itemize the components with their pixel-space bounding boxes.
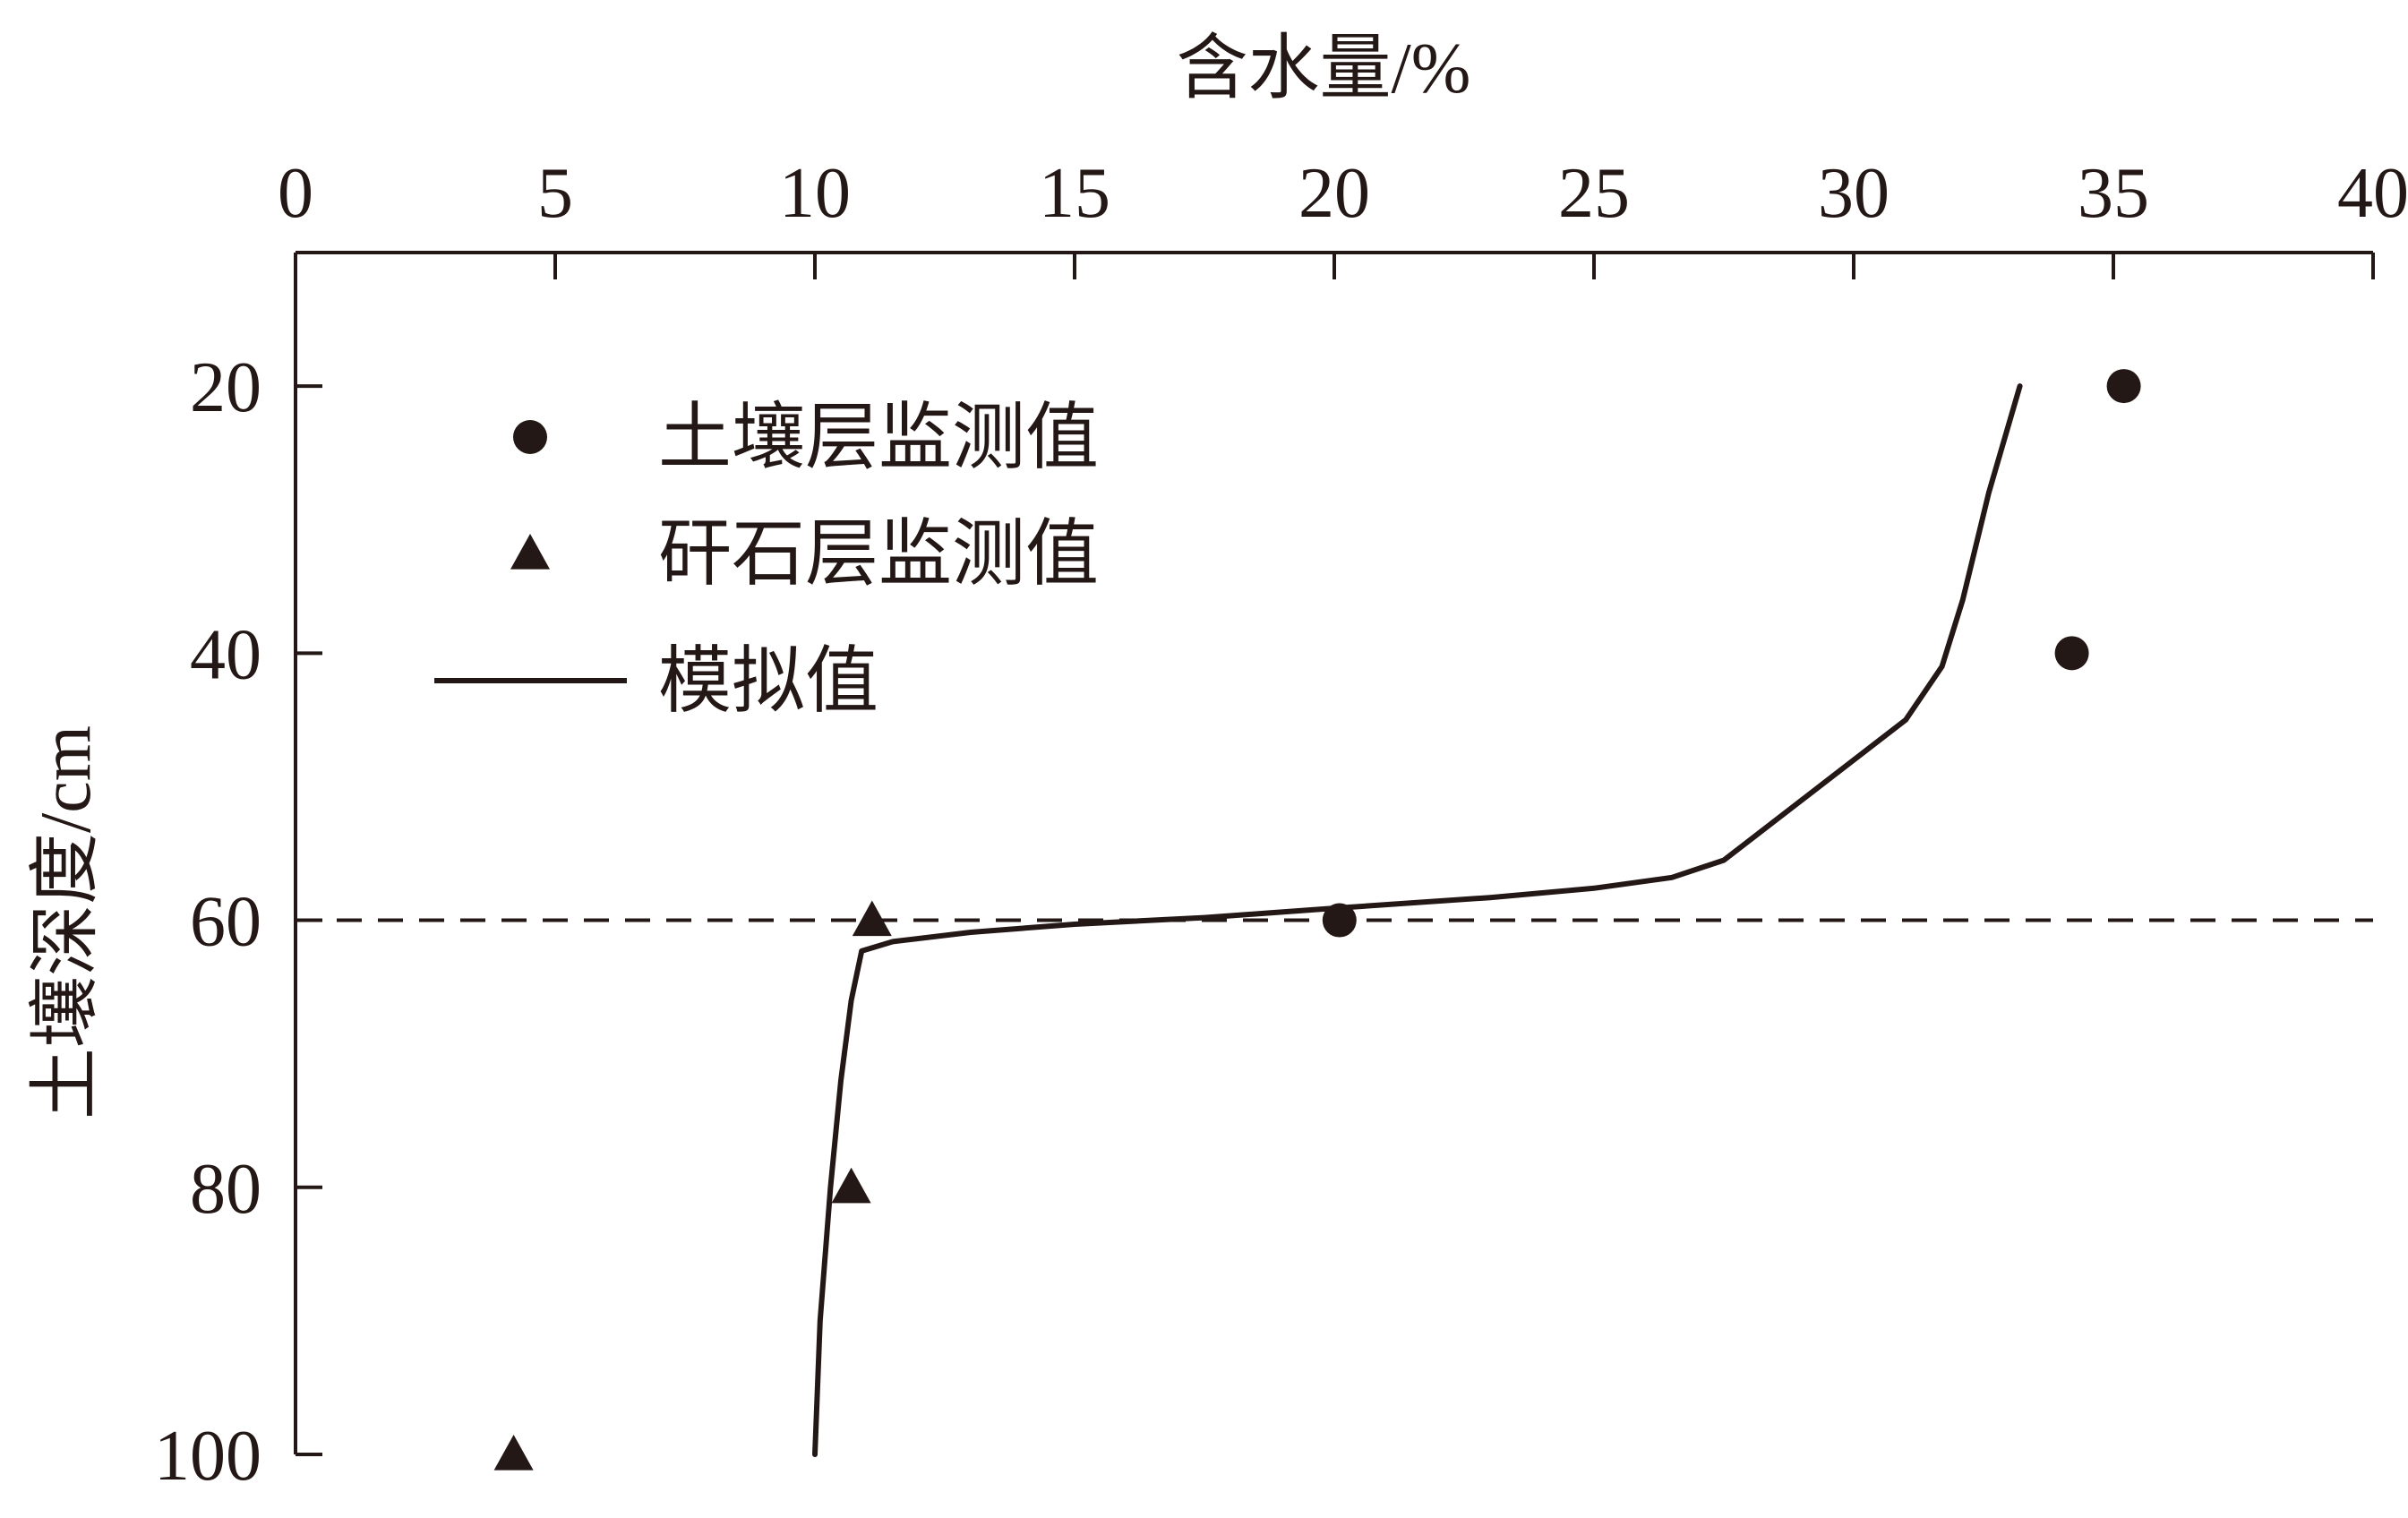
- x-tick-label: 20: [1298, 154, 1370, 233]
- gangue-layer-point: [831, 1167, 871, 1204]
- x-tick-label: 40: [2337, 154, 2408, 233]
- x-tick-label: 10: [779, 154, 851, 233]
- x-tick-label: 0: [278, 154, 313, 233]
- x-tick-label: 25: [1558, 154, 1630, 233]
- soil-layer-point: [2106, 369, 2141, 404]
- simulated-line: [812, 383, 2023, 1457]
- soil-layer-point: [1322, 903, 1357, 938]
- y-tick-label: 60: [190, 883, 261, 962]
- axes: [294, 251, 2373, 1454]
- x-axis-ticks: 0 5 10 15 20 25 30 35 40: [278, 154, 2408, 279]
- legend-label: 模拟值: [658, 640, 878, 722]
- y-tick-label: 100: [154, 1417, 261, 1496]
- y-tick-label: 20: [190, 348, 261, 427]
- y-axis-ticks: 20 40 60 80 100: [154, 348, 322, 1496]
- y-tick-label: 40: [190, 615, 261, 694]
- y-tick-label: 80: [190, 1150, 261, 1229]
- x-tick-label: 30: [1818, 154, 1890, 233]
- x-tick-label: 35: [2078, 154, 2149, 233]
- plot-area: [296, 369, 2373, 1471]
- gangue-layer-point: [493, 1435, 534, 1471]
- gangue-layer-point: [852, 900, 892, 937]
- legend-triangle-marker: [510, 534, 550, 570]
- y-axis-title: 土壤深度/cm: [27, 725, 106, 1119]
- soil-layer-point: [2054, 636, 2089, 671]
- x-tick-label: 15: [1039, 154, 1110, 233]
- x-axis-title: 含水量/%: [1177, 30, 1471, 108]
- legend-label: 矸石层监测值: [658, 513, 1099, 595]
- legend-circle-marker: [513, 420, 547, 454]
- legend-label: 土壤层监测值: [658, 397, 1099, 478]
- x-tick-label: 5: [537, 154, 573, 233]
